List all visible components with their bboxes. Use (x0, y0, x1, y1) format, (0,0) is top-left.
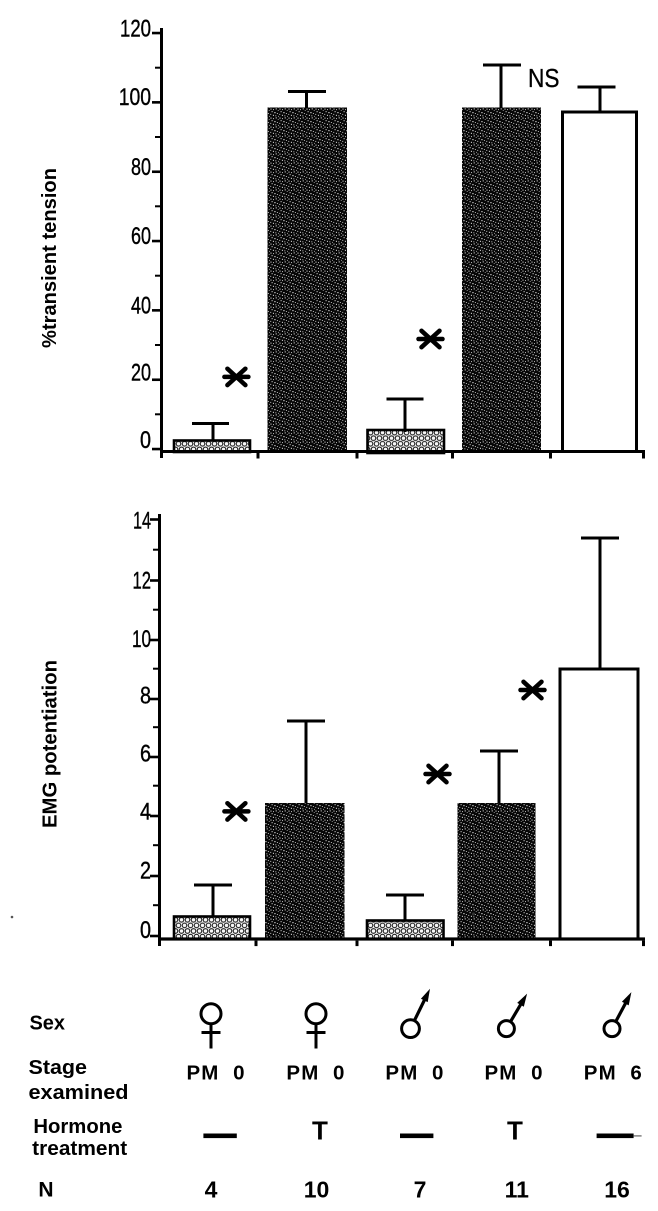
svg-text:11: 11 (505, 1177, 530, 1203)
svg-text:treatment: treatment (32, 1138, 127, 1160)
svg-text:10: 10 (132, 626, 151, 653)
svg-text:0: 0 (140, 917, 151, 944)
svg-text:60: 60 (131, 223, 151, 250)
svg-text:PM 0: PM 0 (385, 1062, 443, 1085)
svg-text:4: 4 (205, 1177, 218, 1203)
svg-text:PM 0: PM 0 (286, 1062, 344, 1085)
svg-text:EMG potentiation: EMG potentiation (40, 660, 62, 828)
svg-text:Sex: Sex (30, 1013, 66, 1035)
svg-text:Hormone: Hormone (33, 1116, 122, 1138)
svg-text:120: 120 (120, 16, 151, 43)
svg-text:2: 2 (140, 858, 151, 885)
svg-text:100: 100 (119, 84, 151, 111)
svg-text:20: 20 (131, 360, 151, 387)
svg-text:7: 7 (414, 1177, 427, 1203)
svg-text:0: 0 (140, 427, 151, 454)
svg-text:PM 0: PM 0 (187, 1062, 245, 1085)
svg-text:10: 10 (304, 1177, 330, 1203)
svg-text:PM 6: PM 6 (584, 1062, 642, 1085)
svg-text:6: 6 (140, 741, 151, 768)
svg-text:80: 80 (131, 154, 151, 181)
svg-text:PM 0: PM 0 (485, 1062, 543, 1085)
svg-text:14: 14 (133, 508, 151, 535)
svg-text:40: 40 (131, 293, 151, 320)
svg-text:T: T (507, 1116, 523, 1146)
svg-text:16: 16 (604, 1177, 630, 1203)
svg-text:T: T (312, 1116, 328, 1146)
svg-text:12: 12 (133, 568, 152, 595)
svg-text:4: 4 (140, 799, 151, 826)
svg-text:8: 8 (140, 683, 151, 710)
svg-text:examined: examined (29, 1082, 129, 1104)
svg-text:NS: NS (528, 63, 560, 93)
svg-text:%transient tension: %transient tension (39, 168, 61, 348)
svg-text:N: N (38, 1179, 53, 1202)
svg-text:Stage: Stage (29, 1057, 88, 1079)
